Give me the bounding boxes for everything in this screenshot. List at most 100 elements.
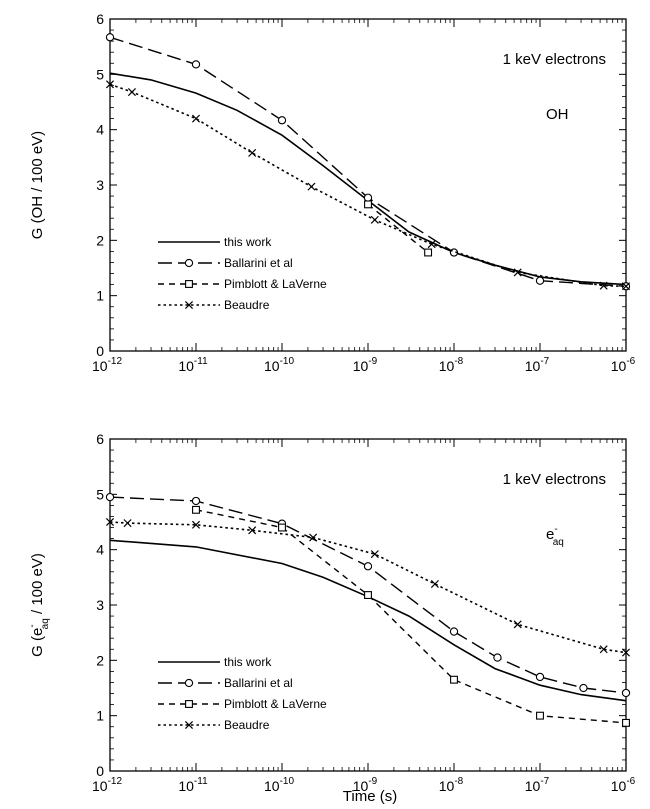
y-tick-label: 3	[96, 597, 104, 613]
data-point-beaudre	[370, 550, 379, 559]
data-point-ballarini-et-al	[535, 276, 545, 285]
annotation-species: e-aq	[546, 524, 564, 548]
data-point-beaudre	[191, 520, 201, 529]
legend-marker-beaudre	[184, 720, 194, 730]
series-line-pimblott-laverne	[195, 509, 627, 724]
legend-marker-ballarini-et-al	[184, 258, 194, 268]
data-point-beaudre	[105, 517, 115, 527]
legend-label-this-work: this work	[224, 655, 272, 669]
data-point-beaudre	[513, 620, 522, 629]
legend-marker-ballarini-et-al	[184, 678, 194, 688]
series-line-pimblott-laverne	[367, 203, 429, 254]
data-point-beaudre	[309, 533, 318, 542]
data-point-ballarini-et-al	[105, 33, 115, 42]
y-tick-label: 5	[96, 486, 104, 502]
x-tick-label: 10-10	[264, 356, 294, 374]
legend: this work Ballarini et al Pimblott & LaVer…	[158, 235, 327, 312]
data-point-pimblott-laverne	[364, 591, 372, 599]
x-tick-label: 10-8	[439, 356, 464, 374]
y-tick-label: 4	[96, 542, 104, 558]
data-point-pimblott-laverne	[622, 718, 630, 727]
y-tick-label: 5	[96, 66, 104, 82]
data-point-ballarini-et-al	[449, 627, 459, 636]
x-tick-label: 10-6	[611, 776, 636, 794]
y-axis-title: G (e-aq / 100 eV)	[27, 553, 51, 657]
legend-marker-pimblott-laverne	[185, 280, 193, 288]
x-tick-label: 10-7	[525, 776, 550, 794]
data-point-ballarini-et-al	[277, 116, 287, 125]
legend: this work Ballarini et al Pimblott & LaVer…	[158, 655, 327, 732]
plot-frame	[109, 438, 627, 772]
legend-label-ballarini-et-al: Ballarini et al	[224, 676, 293, 690]
legend-label-beaudre: Beaudre	[224, 298, 270, 312]
series-line-ballarini-et-al	[109, 36, 627, 287]
annotation-title: 1 keV electrons	[503, 471, 606, 488]
y-tick-label: 3	[96, 177, 104, 193]
data-point-beaudre	[599, 645, 608, 654]
x-tick-label: 10-6	[611, 356, 636, 374]
data-point-ballarini-et-al	[105, 492, 115, 502]
x-tick-label: 10-9	[353, 356, 378, 374]
legend-label-pimblott-laverne: Pimblott & LaVerne	[224, 277, 327, 291]
data-point-beaudre	[123, 519, 132, 528]
legend-label-this-work: this work	[224, 235, 272, 249]
data-point-ballarini-et-al	[579, 683, 588, 693]
data-point-ballarini-et-al	[191, 60, 201, 69]
x-tick-label: 10-11	[178, 776, 208, 794]
series-line-beaudre	[109, 521, 627, 654]
y-tick-label: 0	[96, 763, 104, 779]
annotation-species: OH	[546, 106, 569, 123]
data-point-beaudre	[513, 268, 522, 277]
series-line-this-work	[109, 539, 627, 702]
y-tick-label: 1	[96, 708, 104, 724]
chart-panel-1: 0 1 2 3 4 5 6 10-12 10-11 10-10 10-9 10-8 10-7 10-6 1 …	[29, 11, 636, 374]
x-tick-label: 10-12	[92, 356, 122, 374]
y-tick-label: 6	[96, 431, 104, 447]
data-point-ballarini-et-al	[621, 688, 631, 698]
legend-label-ballarini-et-al: Ballarini et al	[224, 256, 293, 270]
x-tick-label: 10-11	[178, 356, 208, 374]
y-tick-label: 2	[96, 652, 104, 668]
data-point-pimblott-laverne	[450, 675, 458, 684]
data-point-beaudre	[248, 526, 257, 535]
data-point-beaudre	[127, 88, 136, 97]
legend-marker-beaudre	[184, 300, 194, 310]
y-axis-title: G (OH / 100 eV)	[29, 131, 46, 239]
data-point-pimblott-laverne	[192, 505, 200, 514]
x-tick-label: 10-12	[92, 776, 122, 794]
y-tick-label: 0	[96, 343, 104, 359]
data-point-beaudre	[370, 215, 379, 224]
data-point-pimblott-laverne	[278, 523, 286, 532]
data-point-pimblott-laverne	[364, 200, 372, 209]
data-point-beaudre	[427, 240, 436, 249]
y-tick-label: 6	[96, 11, 104, 27]
y-tick-label: 4	[96, 122, 104, 138]
data-point-beaudre	[307, 182, 316, 191]
y-tick-label: 1	[96, 288, 104, 304]
data-point-beaudre	[191, 114, 201, 123]
y-tick-label: 2	[96, 232, 104, 248]
legend-label-beaudre: Beaudre	[224, 718, 270, 732]
data-point-pimblott-laverne	[536, 711, 544, 720]
data-point-beaudre	[621, 648, 631, 657]
data-point-pimblott-laverne	[424, 248, 433, 257]
data-point-beaudre	[599, 281, 608, 290]
x-tick-label: 10-8	[439, 776, 464, 794]
data-point-ballarini-et-al	[493, 653, 502, 662]
data-point-beaudre	[430, 579, 439, 588]
x-tick-label: 10-10	[264, 776, 294, 794]
legend-label-pimblott-laverne: Pimblott & LaVerne	[224, 697, 327, 711]
chart-panel-2: 0 1 2 3 4 5 6 10-12 10-11 10-10 10-9 10-8 10-7 10-6 1 …	[27, 431, 636, 794]
legend-marker-pimblott-laverne	[185, 700, 193, 708]
data-point-ballarini-et-al	[191, 496, 201, 506]
data-point-beaudre	[621, 282, 631, 291]
plot-frame	[109, 18, 627, 352]
x-tick-label: 10-7	[525, 356, 550, 374]
data-point-ballarini-et-al	[363, 562, 373, 571]
data-point-beaudre	[105, 80, 115, 89]
series-line-ballarini-et-al	[109, 496, 627, 694]
data-point-beaudre	[248, 148, 257, 157]
series-line-this-work	[109, 72, 627, 286]
data-point-ballarini-et-al	[535, 672, 545, 682]
